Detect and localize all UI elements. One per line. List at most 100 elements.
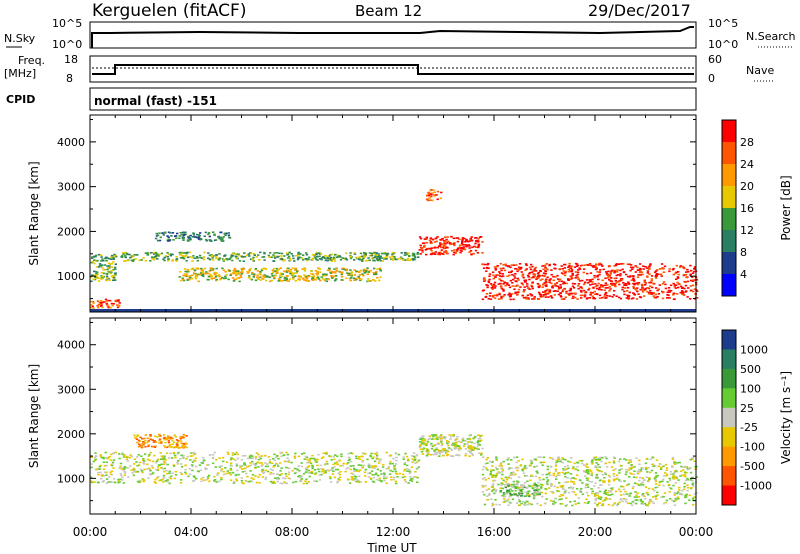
echo-cell bbox=[671, 456, 675, 459]
echo-cell bbox=[528, 494, 531, 496]
echo-cell bbox=[480, 439, 483, 442]
echo-cell bbox=[654, 287, 658, 289]
echo-cell bbox=[540, 487, 543, 489]
echo-cell bbox=[100, 260, 103, 262]
echo-cell bbox=[487, 477, 490, 480]
echo-cell bbox=[586, 468, 589, 471]
echo-cell bbox=[137, 439, 141, 442]
echo-cell bbox=[632, 476, 636, 478]
echo-cell bbox=[326, 463, 329, 465]
echo-cell bbox=[311, 258, 314, 261]
echo-cell bbox=[115, 255, 118, 258]
echo-cell bbox=[537, 456, 540, 458]
echo-cell bbox=[322, 275, 325, 277]
echo-cell bbox=[224, 467, 227, 469]
echo-cell bbox=[297, 257, 300, 259]
echo-cell bbox=[272, 465, 276, 467]
echo-cell bbox=[416, 481, 419, 483]
echo-cell bbox=[648, 501, 651, 504]
echo-cell bbox=[117, 305, 120, 307]
echo-cell bbox=[375, 478, 378, 481]
echo-cell bbox=[638, 463, 641, 466]
echo-cell bbox=[329, 469, 333, 471]
echo-cell bbox=[563, 298, 566, 300]
echo-cell bbox=[137, 445, 141, 448]
echo-cell bbox=[561, 290, 564, 293]
echo-cell bbox=[183, 268, 187, 270]
echo-cell bbox=[146, 441, 149, 444]
echo-cell bbox=[659, 480, 662, 483]
echo-cell bbox=[259, 271, 262, 273]
echo-cell bbox=[499, 262, 502, 265]
echo-cell bbox=[536, 272, 540, 275]
echo-cell bbox=[649, 263, 652, 265]
echo-cell bbox=[277, 465, 280, 467]
echo-cell bbox=[516, 487, 519, 489]
echo-cell bbox=[434, 253, 437, 255]
echo-cell bbox=[678, 486, 681, 489]
echo-cell bbox=[534, 266, 537, 269]
echo-cell bbox=[107, 306, 110, 309]
echo-cell bbox=[293, 457, 297, 459]
echo-cell bbox=[606, 284, 609, 286]
echo-cell bbox=[154, 445, 157, 448]
echo-cell bbox=[655, 277, 658, 279]
echo-cell bbox=[396, 476, 399, 478]
echo-cell bbox=[620, 494, 623, 496]
echo-cell bbox=[541, 295, 544, 298]
echo-cell bbox=[186, 271, 189, 273]
echo-cell bbox=[443, 236, 447, 238]
echo-cell bbox=[605, 297, 608, 299]
echo-cell bbox=[90, 304, 93, 306]
echo-cell bbox=[357, 271, 361, 273]
echo-cell bbox=[252, 276, 255, 278]
echo-cell bbox=[593, 297, 597, 300]
echo-cell bbox=[634, 271, 637, 273]
echo-cell bbox=[517, 487, 521, 489]
echo-cell bbox=[515, 456, 519, 458]
echo-cell bbox=[351, 479, 355, 481]
echo-cell bbox=[671, 499, 674, 502]
echo-cell bbox=[184, 231, 187, 234]
echo-cell bbox=[232, 269, 235, 272]
echo-cell bbox=[190, 455, 194, 457]
echo-cell bbox=[544, 280, 548, 283]
echo-cell bbox=[452, 253, 455, 256]
echo-cell bbox=[191, 469, 194, 472]
colorbar-swatch bbox=[722, 485, 736, 506]
echo-cell bbox=[675, 264, 678, 267]
echo-cell bbox=[304, 467, 308, 470]
echo-cell bbox=[90, 476, 93, 479]
echo-cell bbox=[396, 258, 400, 260]
echo-cell bbox=[558, 482, 561, 484]
echo-cell bbox=[303, 458, 306, 460]
echo-cell bbox=[512, 264, 516, 266]
echo-cell bbox=[240, 477, 243, 479]
echo-cell bbox=[193, 272, 196, 275]
echo-cell bbox=[441, 246, 445, 249]
echo-cell bbox=[516, 480, 519, 483]
echo-cell bbox=[507, 504, 510, 506]
echo-cell bbox=[604, 284, 607, 287]
echo-cell bbox=[632, 297, 635, 299]
colorbar-tick-label: 8 bbox=[740, 246, 747, 259]
echo-cell bbox=[350, 271, 353, 273]
echo-cell bbox=[427, 450, 430, 452]
echo-cell bbox=[674, 499, 677, 502]
echo-cell bbox=[444, 242, 447, 245]
echo-cell bbox=[168, 482, 171, 485]
echo-cell bbox=[345, 468, 348, 470]
echo-cell bbox=[649, 285, 652, 287]
echo-cell bbox=[522, 276, 525, 279]
echo-cell bbox=[691, 272, 695, 274]
echo-cell bbox=[168, 477, 171, 479]
echo-cell bbox=[280, 257, 283, 260]
echo-cell bbox=[279, 451, 283, 454]
echo-cell bbox=[276, 477, 279, 479]
echo-cell bbox=[448, 434, 451, 436]
echo-cell bbox=[287, 461, 291, 463]
echo-cell bbox=[674, 462, 678, 465]
echo-cell bbox=[303, 279, 306, 281]
echo-cell bbox=[120, 255, 124, 257]
echo-cell bbox=[412, 476, 415, 479]
